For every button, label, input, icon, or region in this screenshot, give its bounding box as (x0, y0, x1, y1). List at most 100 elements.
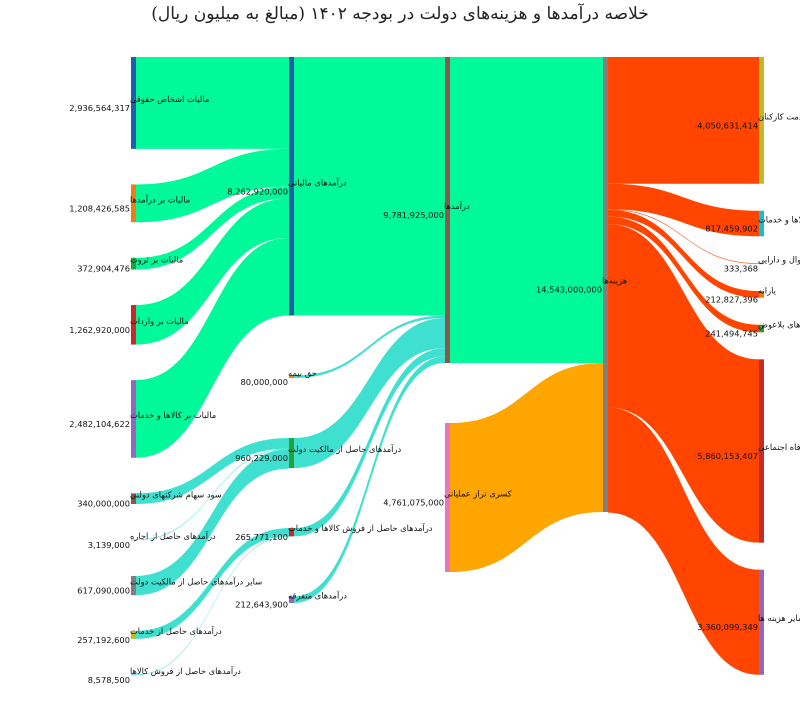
node-value-deficit: 4,761,075,000 (383, 498, 444, 508)
node-value-tax_import: 1,262,920,000 (69, 325, 130, 335)
node-value-tax_rev: 8,262,920,000 (227, 186, 288, 196)
node-tax_goods (131, 380, 136, 458)
node-tax_import (131, 305, 136, 345)
link-tax_income-tax_rev (136, 148, 289, 223)
node-label-ownership: درآمدهای حاصل از مالکیت دولت (288, 443, 401, 454)
node-misc (289, 596, 294, 604)
link-rent-ownership (136, 448, 289, 541)
chart-title: خلاصه درآمدها و هزینه‌های دولت در بودجه … (151, 4, 649, 24)
node-ownership (289, 438, 294, 469)
node-label-sales: درآمدهای حاصل از فروش کالاها و خدمات (288, 522, 433, 533)
node-value-soe_div: 340,000,000 (77, 499, 130, 509)
node-rent (131, 539, 136, 541)
node-subsidy (759, 291, 764, 298)
node-label-comp: جبران خدمت کارکنان (758, 111, 800, 121)
link-revenues-expenses (450, 57, 603, 364)
node-property (759, 263, 764, 265)
node-use_goods (759, 210, 764, 237)
node-value-subsidy: 212,827,396 (705, 294, 758, 304)
node-value-own_other: 617,090,000 (77, 586, 130, 596)
node-tax_wealth (131, 257, 136, 270)
node-label-use_goods: استفاده از کالاها و خدمات (758, 215, 800, 225)
node-value-tax_income: 1,208,426,585 (69, 203, 130, 213)
node-value-tax_wealth: 372,904,476 (77, 264, 130, 274)
link-expenses-property (608, 209, 759, 264)
sankey-nodes (131, 57, 764, 676)
node-label-revenues: درآمدها (444, 200, 470, 211)
node-value-tax_corp: 2,936,564,317 (69, 103, 130, 113)
sankey-links (136, 57, 759, 676)
node-value-misc: 212,643,900 (235, 600, 288, 610)
link-expenses-welfare (608, 224, 759, 543)
node-sales (289, 528, 294, 537)
node-value-sales: 265,771,100 (235, 532, 288, 542)
node-label-subsidy: یارانه (758, 285, 777, 295)
link-tax_wealth-tax_rev (136, 186, 289, 270)
link-expenses-use_goods (608, 183, 759, 237)
node-value-expenses: 14,543,000,000 (536, 285, 602, 295)
node-expenses (603, 57, 608, 512)
node-deficit (445, 423, 450, 572)
node-services (131, 630, 136, 639)
link-deficit-expenses (450, 363, 603, 572)
node-value-other_exp: 3,360,099,349 (697, 622, 758, 632)
node-label-sales_goods: درآمدهای حاصل از فروش کالاها (130, 665, 241, 676)
link-misc-revenues (294, 356, 445, 604)
node-label-tax_wealth: مالیات بر ثروت (130, 255, 183, 265)
node-sales_goods (131, 674, 136, 676)
node-own_other (131, 575, 136, 596)
node-tax_income (131, 184, 136, 223)
link-expenses-subsidy (608, 209, 759, 298)
link-expenses-comp (608, 57, 759, 184)
node-welfare (759, 359, 764, 543)
node-label-services: درآمدهای حاصل از خدمات (130, 625, 222, 636)
node-label-rent: درآمدهای حاصل از اجاره (130, 530, 216, 541)
node-grants (759, 324, 764, 333)
node-label-tax_import: مالیات بر واردات (130, 316, 189, 326)
node-label-insurance: حق بیمه (288, 368, 317, 378)
node-value-welfare: 5,860,153,407 (697, 451, 758, 461)
node-value-insurance: 80,000,000 (240, 377, 288, 387)
node-value-services: 257,192,600 (77, 635, 130, 645)
node-comp (759, 57, 764, 184)
link-expenses-other_exp (608, 407, 759, 675)
node-value-revenues: 9,781,925,000 (383, 210, 444, 220)
node-value-sales_goods: 8,578,500 (88, 675, 130, 685)
link-own_other-ownership (136, 449, 289, 596)
node-value-property: 333,368 (724, 264, 758, 274)
link-services-sales (136, 528, 289, 639)
link-tax_corp-tax_rev (136, 57, 289, 149)
node-insurance (289, 375, 294, 379)
link-ownership-revenues (294, 318, 445, 469)
link-soe_div-ownership (136, 438, 289, 505)
node-label-expenses: هزینه‌ها (602, 276, 627, 286)
node-label-tax_rev: درآمدهای مالیاتی (288, 176, 347, 187)
node-label-tax_goods: مالیات بر کالاها و خدمات (130, 410, 216, 420)
link-sales_goods-sales (136, 536, 289, 676)
link-tax_import-tax_rev (136, 198, 289, 345)
link-tax_rev-revenues (294, 57, 445, 316)
node-soe_div (131, 493, 136, 505)
link-tax_goods-tax_rev (136, 237, 289, 458)
node-tax_rev (289, 57, 294, 316)
node-label-tax_income: مالیات بر درآمدها (130, 193, 190, 204)
node-value-use_goods: 817,459,902 (705, 224, 758, 234)
link-expenses-grants (608, 216, 759, 333)
node-label-grants: کمک های بلاعوض (758, 320, 800, 330)
node-label-welfare: رفاه اجتماعی (758, 442, 800, 452)
node-value-grants: 241,494,745 (705, 329, 758, 339)
node-revenues (445, 57, 450, 364)
node-value-rent: 3,139,000 (88, 540, 130, 550)
node-tax_corp (131, 57, 136, 149)
node-value-tax_goods: 2,482,104,622 (69, 419, 130, 429)
node-label-own_other: سایر درآمدهای حاصل از مالکیت دولت (130, 576, 262, 587)
link-sales-revenues (294, 348, 445, 537)
node-other_exp (759, 569, 764, 675)
link-insurance-revenues (294, 315, 445, 379)
node-label-soe_div: سود سهام شرکتهای دولتی (130, 490, 222, 500)
node-label-other_exp: سایر هزینه ها (758, 613, 800, 623)
node-value-ownership: 960,229,000 (235, 453, 288, 463)
node-label-tax_corp: مالیات اشخاص حقوقی (130, 94, 209, 104)
